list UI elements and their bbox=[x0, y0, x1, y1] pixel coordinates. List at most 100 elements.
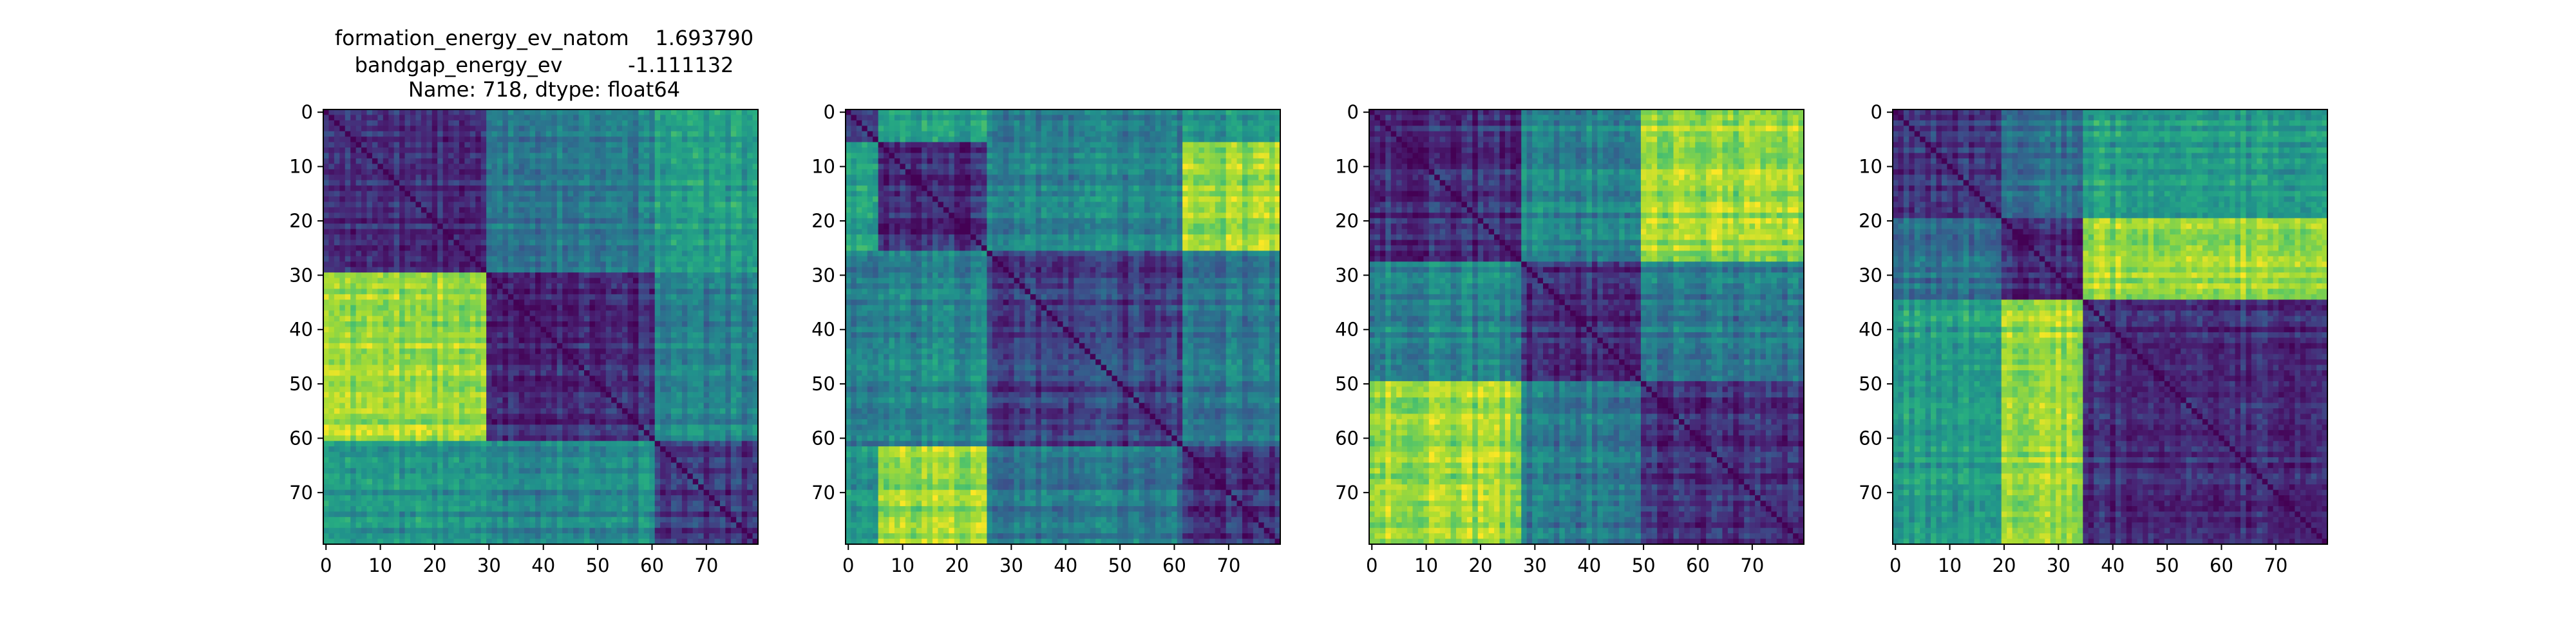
heatmap-cell bbox=[643, 386, 650, 393]
heatmap-cell bbox=[524, 348, 531, 355]
heatmap-cell bbox=[665, 158, 672, 164]
heatmap-cell bbox=[730, 397, 737, 404]
heatmap-cell bbox=[632, 196, 639, 203]
heatmap-cell bbox=[649, 419, 656, 425]
heatmap-cell bbox=[377, 153, 384, 159]
heatmap-cell bbox=[355, 180, 362, 186]
heatmap-cell bbox=[681, 283, 688, 290]
heatmap-cell bbox=[567, 343, 574, 349]
heatmap-cell bbox=[355, 153, 362, 159]
heatmap-cell bbox=[567, 337, 574, 344]
heatmap-cell bbox=[703, 435, 710, 442]
heatmap-cell bbox=[638, 321, 645, 328]
heatmap-cell bbox=[638, 142, 645, 148]
heatmap-cell bbox=[725, 207, 732, 213]
heatmap-cell bbox=[687, 305, 694, 311]
heatmap-cell bbox=[426, 310, 433, 317]
heatmap-cell bbox=[437, 175, 444, 181]
heatmap-cell bbox=[464, 419, 471, 425]
heatmap-cell bbox=[741, 348, 748, 355]
heatmap-cell bbox=[442, 408, 449, 415]
heatmap-cell bbox=[545, 185, 552, 192]
heatmap-cell bbox=[339, 164, 346, 170]
heatmap-cell bbox=[328, 158, 335, 164]
heatmap-cell bbox=[562, 354, 569, 360]
heatmap-cell bbox=[442, 392, 449, 398]
heatmap-cell bbox=[524, 267, 531, 273]
heatmap-cell bbox=[741, 413, 748, 420]
heatmap-cell bbox=[649, 180, 656, 186]
heatmap-cell bbox=[513, 180, 520, 186]
heatmap-cell bbox=[469, 327, 476, 333]
heatmap-cell bbox=[372, 359, 378, 366]
heatmap-cell bbox=[730, 272, 737, 279]
heatmap-cell bbox=[393, 251, 400, 257]
heatmap-cell bbox=[600, 381, 607, 387]
heatmap-cell bbox=[323, 180, 330, 186]
heatmap-cell bbox=[366, 251, 373, 257]
heatmap-cell bbox=[584, 120, 591, 126]
heatmap-cell bbox=[605, 256, 612, 262]
heatmap-cell bbox=[535, 419, 542, 425]
heatmap-cell bbox=[328, 402, 335, 409]
heatmap-cell bbox=[627, 180, 634, 186]
heatmap-cell bbox=[372, 299, 378, 306]
heatmap-cell bbox=[573, 348, 580, 355]
heatmap-cell bbox=[600, 175, 607, 181]
heatmap-cell bbox=[459, 397, 465, 404]
heatmap-cell bbox=[442, 196, 449, 203]
heatmap-cell bbox=[665, 229, 672, 235]
heatmap-cell bbox=[323, 440, 330, 447]
heatmap-cell bbox=[535, 261, 542, 268]
heatmap-cell bbox=[475, 202, 482, 208]
heatmap-cell bbox=[676, 435, 683, 442]
heatmap-cell bbox=[502, 440, 509, 447]
heatmap-cell bbox=[616, 419, 623, 425]
heatmap-cell bbox=[328, 115, 335, 121]
heatmap-cell bbox=[524, 381, 531, 387]
heatmap-cell bbox=[345, 446, 351, 453]
heatmap-cell bbox=[529, 131, 536, 137]
heatmap-cell bbox=[453, 120, 460, 126]
heatmap-cell bbox=[556, 175, 563, 181]
heatmap-cell bbox=[426, 435, 433, 442]
heatmap-cell bbox=[383, 332, 389, 338]
heatmap-cell bbox=[464, 115, 471, 121]
heatmap-cell bbox=[361, 202, 368, 208]
heatmap-cell bbox=[573, 202, 580, 208]
heatmap-cell bbox=[573, 327, 580, 333]
heatmap-cell bbox=[334, 299, 340, 306]
heatmap-cell bbox=[334, 348, 340, 355]
heatmap-cell bbox=[567, 158, 574, 164]
heatmap-cell bbox=[513, 169, 520, 175]
heatmap-cell bbox=[388, 169, 395, 175]
heatmap-cell bbox=[556, 348, 563, 355]
heatmap-cell bbox=[573, 375, 580, 382]
heatmap-cell bbox=[600, 229, 607, 235]
heatmap-cell bbox=[627, 354, 634, 360]
heatmap-cell bbox=[600, 120, 607, 126]
heatmap-cell bbox=[535, 278, 542, 284]
heatmap-cell bbox=[556, 185, 563, 192]
heatmap-cell bbox=[339, 392, 346, 398]
heatmap-cell bbox=[692, 267, 699, 273]
heatmap-cell bbox=[611, 196, 618, 203]
heatmap-cell bbox=[415, 137, 422, 143]
heatmap-cell bbox=[421, 310, 427, 317]
heatmap-cell bbox=[747, 386, 753, 393]
heatmap-cell bbox=[627, 381, 634, 387]
heatmap-cell bbox=[372, 261, 378, 268]
heatmap-cell bbox=[415, 435, 422, 442]
heatmap-cell bbox=[545, 305, 552, 311]
heatmap-cell bbox=[709, 370, 715, 377]
heatmap-cell bbox=[393, 294, 400, 300]
heatmap-cell bbox=[714, 158, 721, 164]
heatmap-cell bbox=[355, 332, 362, 338]
heatmap-cell bbox=[350, 402, 357, 409]
heatmap-cell bbox=[671, 175, 677, 181]
heatmap-cell bbox=[600, 196, 607, 203]
heatmap-cell bbox=[355, 142, 362, 148]
heatmap-cell bbox=[545, 126, 552, 132]
heatmap-cell bbox=[345, 251, 351, 257]
heatmap-cell bbox=[545, 131, 552, 137]
